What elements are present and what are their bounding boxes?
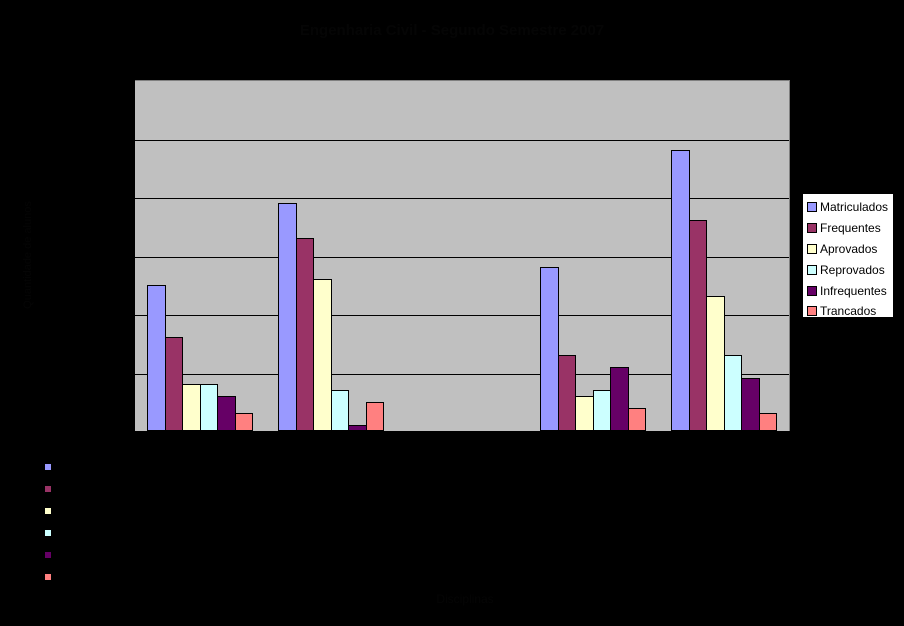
legend-label: Aprovados (820, 241, 878, 256)
bar-trancados (627, 407, 646, 431)
chart-legend: Matriculados Frequentes Aprovados Reprovado… (802, 193, 894, 318)
gridline (135, 256, 789, 258)
bar-aprovados (182, 384, 201, 431)
legend-item: Reprovados (807, 259, 893, 280)
bar-matriculados (147, 284, 166, 431)
legend-label: Infrequentes (820, 283, 887, 298)
plot-area (135, 80, 790, 431)
gridline (135, 315, 789, 316)
bar-aprovados (575, 395, 594, 431)
bar-aprovados (706, 296, 725, 431)
data-table-key-icon (45, 486, 51, 492)
bar-reprovados (723, 354, 742, 431)
legend-item: Infrequentes (807, 280, 893, 301)
legend-swatch-icon (807, 285, 817, 296)
bar-infrequentes (741, 378, 760, 431)
legend-label: Trancados (820, 304, 877, 319)
legend-swatch-icon (807, 202, 817, 213)
data-table-key-icon (45, 552, 51, 558)
bar-reprovados (330, 390, 349, 431)
legend-item: Frequentes (807, 218, 893, 239)
legend-item: Matriculados (807, 197, 893, 218)
legend-swatch-icon (807, 243, 817, 254)
bar-frequentes (557, 354, 576, 431)
y-axis-label: Quantidade de alunos (22, 201, 34, 309)
data-table-key-icon (45, 530, 51, 536)
data-table-key-icon (45, 574, 51, 580)
x-axis-label: Disciplinas (436, 592, 494, 606)
bar-trancados (758, 413, 777, 431)
bar-frequentes (295, 237, 314, 431)
bar-trancados (365, 401, 384, 431)
legend-label: Frequentes (820, 221, 881, 236)
legend-swatch-icon (807, 306, 817, 317)
bar-matriculados (671, 150, 690, 431)
legend-label: Matriculados (820, 200, 889, 215)
legend-item: Trancados (807, 301, 893, 322)
bar-matriculados (278, 202, 297, 431)
x-axis-line (135, 431, 790, 433)
bar-trancados (234, 413, 253, 431)
chart-title: Engenharia Civil - Segundo Semestre 2007 (299, 22, 605, 39)
legend-item: Aprovados (807, 239, 893, 260)
gridline (135, 373, 789, 375)
data-table-key-icon (45, 508, 51, 514)
data-table-key-icon (45, 464, 51, 470)
gridline (135, 198, 789, 199)
bar-reprovados (592, 390, 611, 431)
bar-infrequentes (610, 366, 629, 431)
bar-frequentes (688, 220, 707, 431)
bar-aprovados (313, 278, 332, 431)
bar-reprovados (199, 384, 218, 431)
gridline (135, 139, 789, 141)
bar-infrequentes (217, 395, 236, 431)
legend-swatch-icon (807, 264, 817, 275)
bar-matriculados (540, 267, 559, 431)
legend-swatch-icon (807, 223, 817, 234)
bar-frequentes (164, 337, 183, 431)
legend-label: Reprovados (820, 262, 885, 277)
